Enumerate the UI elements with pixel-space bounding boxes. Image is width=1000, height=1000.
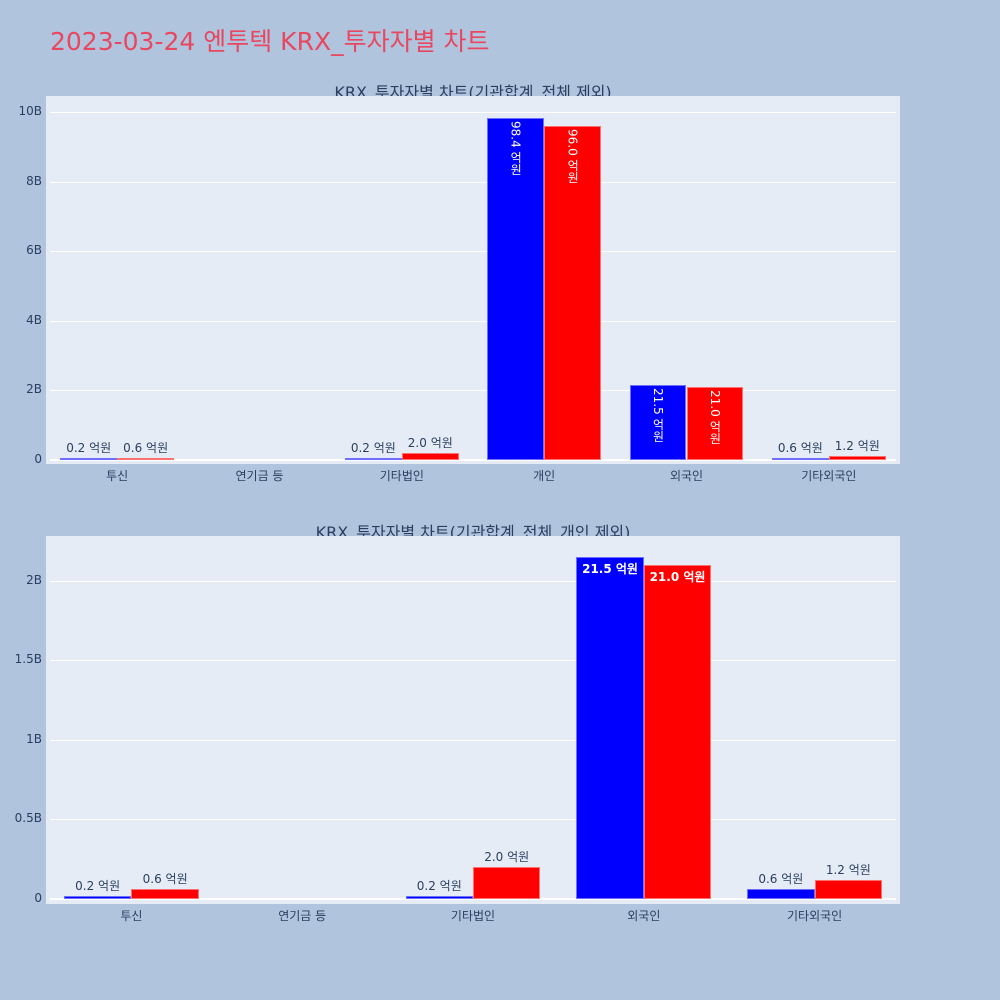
bar-value-label: 21.0 억원	[707, 389, 722, 445]
y-tick-label: 4B	[26, 312, 42, 327]
y-tick-label: 0.5B	[14, 811, 42, 826]
bar-value-label: 0.6 억원	[777, 440, 823, 455]
x-tick-label: 기타법인	[379, 469, 424, 483]
bar-series1[interactable]	[576, 556, 644, 899]
bar-series2[interactable]	[643, 564, 712, 899]
gridline	[50, 580, 896, 582]
x-tick-label: 기타외국인	[801, 469, 857, 483]
bar-value-label: 0.6 억원	[758, 872, 804, 887]
bar-series1[interactable]	[60, 458, 118, 460]
gridline	[50, 251, 896, 253]
bar-series1[interactable]	[487, 117, 545, 460]
bar-series2[interactable]	[117, 457, 175, 460]
gridline	[50, 819, 896, 821]
bar-series1[interactable]	[629, 385, 687, 460]
bar-series1[interactable]	[63, 895, 132, 899]
bar-series1[interactable]	[405, 895, 473, 899]
gridline	[50, 390, 896, 392]
bar-value-label: 2.0 억원	[484, 850, 530, 865]
bar-series2[interactable]	[473, 867, 541, 899]
x-tick-label: 연기금 등	[235, 469, 284, 483]
bar-value-label: 1.2 억원	[834, 438, 880, 453]
bar-series2[interactable]	[814, 879, 883, 899]
y-tick-label: 6B	[26, 243, 42, 258]
x-tick-label: 연기금 등	[278, 909, 327, 923]
x-tick-label: 기타외국인	[786, 909, 843, 923]
x-tick-label: 투신	[106, 469, 129, 483]
bar-series2[interactable]	[686, 386, 744, 460]
chart-top: KRX_투자자별 차트(기관합계_전체 제외) 0 2B 4B 6B 8B 10B 투신 0.…	[18, 83, 900, 483]
y-tick-label: 0	[34, 891, 42, 905]
bar-value-label: 0.6 억원	[123, 440, 169, 455]
zero-line	[50, 898, 896, 900]
y-tick-label: 8B	[26, 173, 42, 188]
bar-value-label: 0.2 억원	[75, 878, 121, 893]
bar-value-label: 21.5 억원	[582, 561, 638, 576]
bar-series1[interactable]	[344, 458, 402, 460]
page-title: 2023-03-24 엔투텍 KRX_투자자별 차트	[50, 27, 490, 56]
bar-value-label: 96.0 억원	[565, 128, 580, 184]
bar-value-label: 0.6 억원	[142, 872, 188, 887]
bar-value-label: 0.2 억원	[66, 441, 112, 455]
y-tick-label: 1.5B	[14, 652, 42, 667]
bar-series2[interactable]	[401, 453, 459, 460]
plot-area[interactable]	[46, 536, 900, 904]
y-tick-label: 1B	[26, 731, 42, 746]
bar-value-label: 0.2 억원	[416, 878, 462, 893]
y-tick-label: 10B	[18, 104, 42, 118]
bar-series2[interactable]	[131, 889, 199, 899]
bar-series2[interactable]	[544, 125, 602, 460]
x-tick-label: 개인	[533, 469, 556, 483]
x-tick-label: 외국인	[627, 909, 661, 923]
bar-value-label: 2.0 억원	[407, 436, 453, 451]
x-tick-label: 기타법인	[450, 909, 496, 923]
plot-area[interactable]	[46, 96, 900, 464]
y-tick-label: 2B	[26, 572, 42, 587]
bar-value-label: 21.0 억원	[649, 569, 706, 584]
bar-value-label: 98.4 억원	[508, 120, 523, 176]
y-tick-label: 0	[34, 452, 42, 466]
bar-series2[interactable]	[828, 455, 886, 460]
x-tick-label: 외국인	[669, 469, 704, 483]
gridline	[50, 739, 896, 741]
gridline	[50, 112, 896, 113]
x-tick-label: 투신	[120, 909, 143, 923]
bar-value-label: 1.2 억원	[825, 862, 871, 877]
bar-series1[interactable]	[771, 457, 829, 460]
bar-value-label: 21.5 억원	[651, 388, 666, 443]
gridline	[50, 320, 896, 322]
gridline	[50, 181, 896, 183]
y-tick-label: 2B	[26, 382, 42, 397]
bar-series1[interactable]	[747, 889, 815, 899]
bar-value-label: 0.2 억원	[350, 441, 396, 455]
gridline	[50, 660, 896, 662]
zero-line	[50, 459, 896, 461]
